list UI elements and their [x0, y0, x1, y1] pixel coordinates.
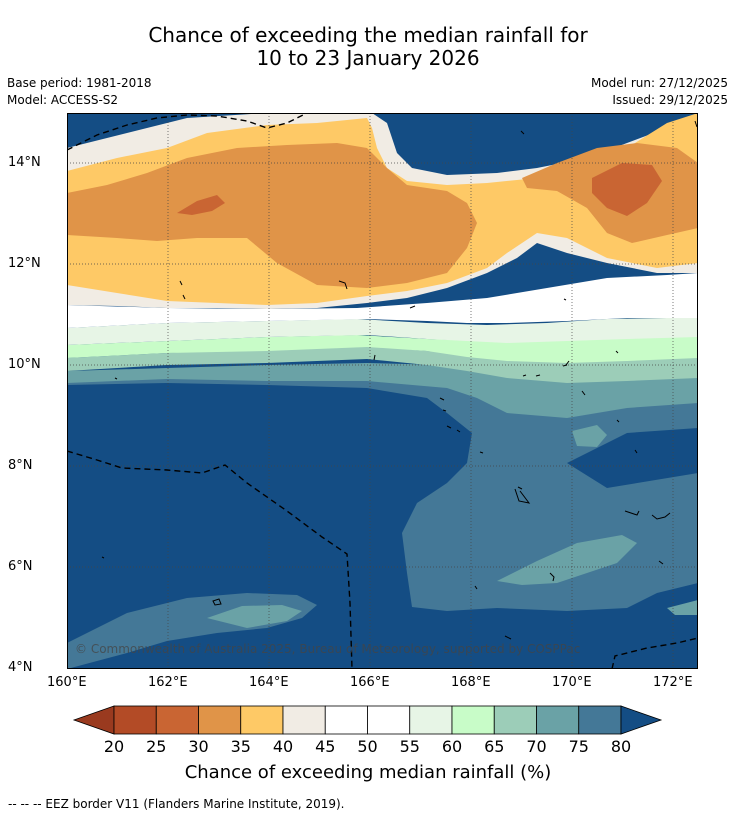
colorbar-under-arrow — [72, 705, 115, 735]
zone-60-65 — [67, 335, 698, 363]
islands — [101, 120, 698, 640]
zone-70-75-small — [572, 425, 607, 447]
zone-55-60 — [67, 318, 698, 345]
colorbar-over-arrow — [620, 705, 663, 735]
graticule — [67, 113, 698, 669]
colorbar-tick-label: 60 — [442, 737, 462, 756]
map-title-line2: 10 to 23 January 2026 — [256, 46, 480, 70]
zone-25-30-east — [592, 163, 662, 216]
colorbar-title: Chance of exceeding median rainfall (%) — [184, 762, 552, 783]
y-tick-14n: 14°N — [8, 155, 41, 170]
colorbar-cell-c35_40 — [240, 705, 284, 735]
x-tick-168e: 168°E — [451, 675, 491, 690]
colorbar-tick-label: 35 — [231, 737, 251, 756]
colorbar-tick-label: 65 — [484, 737, 504, 756]
zone-70-75-south — [497, 535, 637, 585]
colorbar-cell-c20_25 — [113, 705, 157, 735]
colorbar-tick-label: 25 — [146, 737, 166, 756]
colorbar-tick-label: 50 — [357, 737, 377, 756]
zone-30-35-west — [67, 143, 477, 288]
zone-70-75-se — [667, 600, 698, 615]
colorbar-cell-c70_75 — [536, 705, 580, 735]
colorbar-tick-label: 30 — [188, 737, 208, 756]
y-tick-8n: 8°N — [8, 458, 33, 473]
zone-70-75-sw-inner — [207, 605, 302, 628]
y-tick-4n: 4°N — [8, 660, 33, 675]
colorbar-tick-label: 80 — [611, 737, 631, 756]
colorbar-cell-c25_30 — [155, 705, 199, 735]
base-period-label: Base period: 1981-2018 — [7, 76, 152, 90]
y-tick-6n: 6°N — [8, 559, 33, 574]
model-label: Model: ACCESS-S2 — [7, 93, 119, 107]
zone-75-80 — [67, 378, 698, 611]
colorbar-cell-c40_45 — [282, 705, 326, 735]
rainfall-map: © Commonwealth of Australia 2025, Bureau… — [67, 113, 698, 669]
issued-label: Issued: 29/12/2025 — [612, 93, 728, 107]
colorbar-tick-label: 75 — [569, 737, 589, 756]
colorbar-cell-c50_55 — [367, 705, 411, 735]
colorbar-cell-c30_35 — [198, 705, 242, 735]
colorbar-cell-c65_70 — [493, 705, 537, 735]
map-title-line1: Chance of exceeding the median rainfall … — [148, 23, 588, 47]
x-tick-160e: 160°E — [47, 675, 87, 690]
copyright-text: © Commonwealth of Australia 2025, Bureau… — [75, 642, 580, 656]
x-tick-166e: 166°E — [350, 675, 390, 690]
colorbar: 20 25 30 35 40 45 50 55 60 65 70 75 80 — [72, 705, 663, 756]
x-tick-170e: 170°E — [552, 675, 592, 690]
eez-legend-note: -- -- -- EEZ border V11 (Flanders Marine… — [8, 797, 345, 811]
colorbar-tick-label: 20 — [104, 737, 124, 756]
colorbar-cell-c55_60 — [409, 705, 453, 735]
colorbar-tick-label: 45 — [315, 737, 335, 756]
model-run-label: Model run: 27/12/2025 — [590, 76, 728, 90]
colorbar-cell-c45_50 — [324, 705, 368, 735]
map-frame — [67, 113, 698, 669]
colorbar-tick-label: 70 — [526, 737, 546, 756]
colorbar-tick-label: 40 — [273, 737, 293, 756]
zone-45-55 — [67, 273, 698, 328]
eez-border — [67, 113, 698, 669]
colorbar-cell-c60_65 — [451, 705, 495, 735]
colorbar-cell-c75_80 — [578, 705, 622, 735]
y-tick-10n: 10°N — [8, 357, 41, 372]
y-tick-12n: 12°N — [8, 256, 41, 271]
x-tick-162e: 162°E — [148, 675, 188, 690]
colorbar-tick-label: 55 — [400, 737, 420, 756]
x-tick-164e: 164°E — [249, 675, 289, 690]
zone-25-30-west — [177, 195, 225, 215]
x-tick-172e: 172°E — [653, 675, 693, 690]
